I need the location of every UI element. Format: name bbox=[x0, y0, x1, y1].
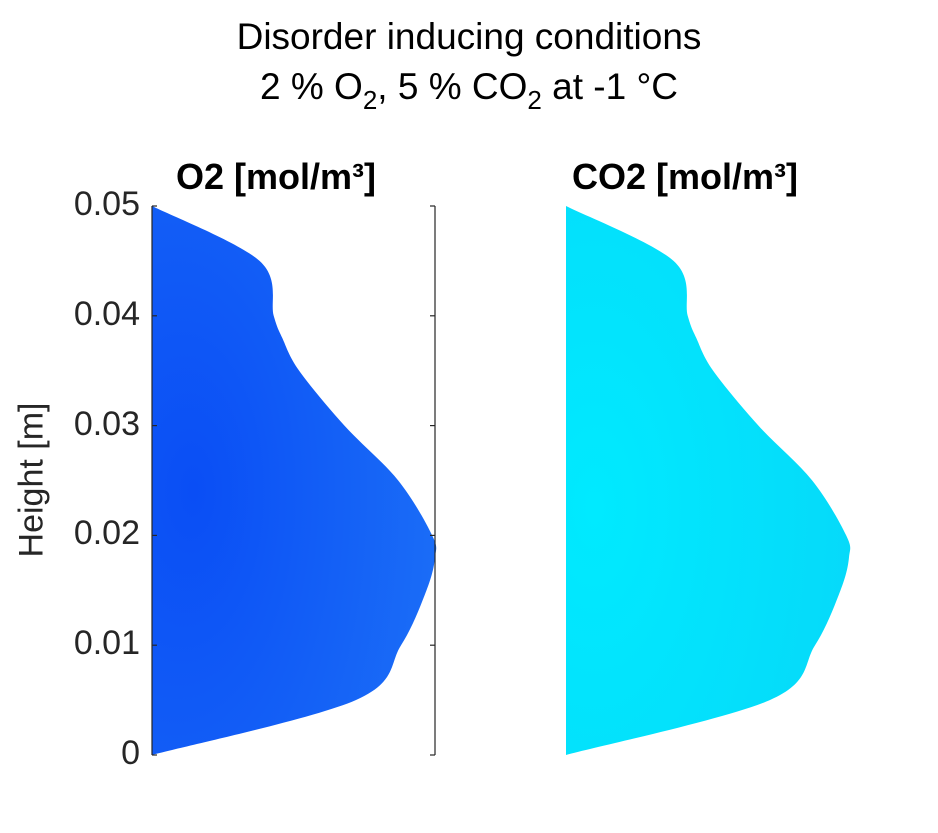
title-temperature-text: at -1 °C bbox=[541, 66, 678, 107]
y-tick-label: 0.05 bbox=[73, 185, 140, 223]
axes-lines bbox=[151, 205, 436, 756]
co2-profile-shape bbox=[566, 206, 851, 755]
y-tick-label: 0.02 bbox=[73, 514, 140, 553]
y-tick-label: 0 bbox=[121, 734, 140, 772]
o2-concentration-area bbox=[152, 206, 437, 755]
y-tick-label: 0.03 bbox=[73, 404, 140, 443]
figure-title-line2: 2 % O2, 5 % CO2 at -1 °C bbox=[0, 66, 938, 113]
title-co2-text: , 5 % CO bbox=[377, 66, 528, 107]
title-o2-text: 2 % O bbox=[260, 66, 363, 107]
figure-title-line1: Disorder inducing conditions bbox=[236, 16, 702, 57]
o2-panel-title: O2 [mol/m³] bbox=[176, 156, 377, 197]
title-o2-subscript: 2 bbox=[362, 85, 378, 115]
o2-profile-shape bbox=[152, 206, 437, 755]
y-tick-label: 0.04 bbox=[73, 294, 140, 333]
co2-concentration-area bbox=[566, 206, 851, 755]
y-tick-label: 0.01 bbox=[73, 624, 140, 663]
title-co2-subscript: 2 bbox=[527, 85, 542, 115]
co2-panel-title: CO2 [mol/m³] bbox=[572, 156, 799, 197]
